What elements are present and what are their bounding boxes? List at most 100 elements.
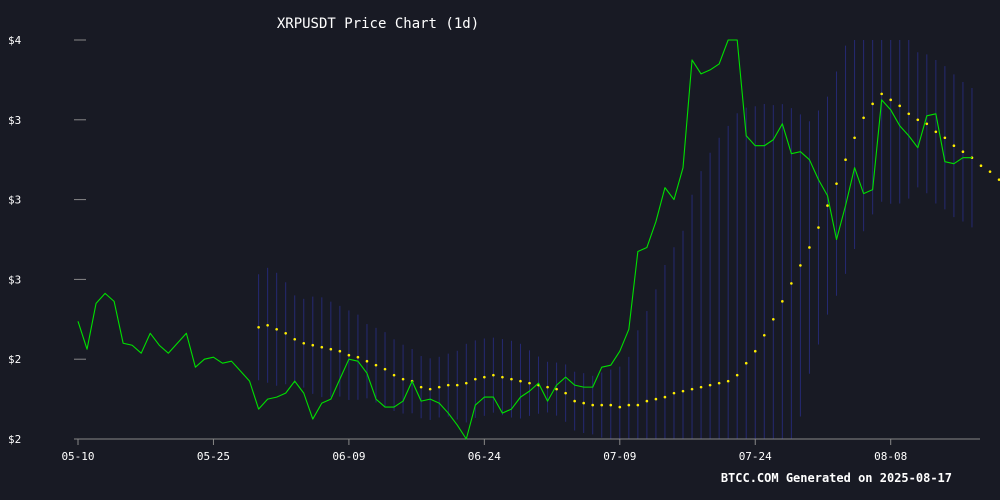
ma-short-point <box>284 331 287 335</box>
ma-short-point <box>961 150 965 154</box>
ma-short-point <box>916 118 920 122</box>
ma-short-point <box>492 373 495 377</box>
ma-short-point <box>862 116 865 120</box>
ma-short-point <box>618 405 622 409</box>
ma-short-point <box>564 391 567 395</box>
ma-short-point <box>266 323 269 327</box>
y-tick-label: $3 <box>8 114 21 127</box>
ma-short-series <box>257 92 1000 409</box>
ma-short-point <box>735 373 739 377</box>
ma-short-point <box>835 182 838 185</box>
ma-short-point <box>952 144 956 148</box>
x-tick-label: 06-24 <box>468 450 501 463</box>
ma-short-point <box>988 170 992 173</box>
ma-short-point <box>455 383 459 387</box>
ma-short-point <box>464 381 468 385</box>
ma-short-point <box>519 379 522 383</box>
ma-short-point <box>600 403 604 407</box>
ma-short-point <box>555 387 558 391</box>
ma-short-point <box>907 112 911 116</box>
ma-short-point <box>826 204 829 207</box>
ma-short-point <box>257 325 260 329</box>
ma-short-point <box>925 122 929 126</box>
ma-short-point <box>401 377 405 381</box>
ma-short-point <box>474 377 477 381</box>
ma-short-point <box>573 399 576 403</box>
x-tick-label: 05-10 <box>61 450 94 463</box>
ma-short-point <box>681 389 685 393</box>
x-tick-label: 08-08 <box>874 450 907 463</box>
ma-short-point <box>320 345 324 349</box>
x-tick-label: 07-24 <box>739 450 772 463</box>
price-series <box>77 39 972 440</box>
ma-short-point <box>690 387 694 391</box>
ma-short-point <box>790 282 793 285</box>
ma-short-point <box>356 355 360 359</box>
ma-short-point <box>808 246 811 249</box>
ma-short-point <box>943 136 947 140</box>
ma-short-point <box>437 385 441 389</box>
ma-short-point <box>663 395 667 399</box>
ma-short-point <box>753 349 757 353</box>
generated-footer: BTCC.COM Generated on 2025-08-17 <box>721 471 952 485</box>
ma-short-point <box>799 264 802 267</box>
y-tick-label: $3 <box>8 194 21 207</box>
ma-short-point <box>365 359 369 363</box>
ma-short-point <box>636 403 640 407</box>
ma-short-point <box>817 226 820 229</box>
ma-short-point <box>979 164 983 167</box>
ma-short-point <box>781 300 784 303</box>
ma-short-point <box>627 403 631 407</box>
y-tick-label: $2 <box>8 433 21 446</box>
y-tick-label: $2 <box>8 353 21 366</box>
ma-short-point <box>302 341 306 345</box>
ma-short-point <box>374 363 378 367</box>
ma-short-point <box>483 375 486 379</box>
ma-short-point <box>329 347 333 351</box>
price-line <box>77 39 972 440</box>
ma-short-point <box>699 385 703 389</box>
ma-short-point <box>383 367 387 371</box>
y-tick-label: $4 <box>8 34 22 47</box>
ma-short-point <box>997 178 1000 181</box>
ma-short-point <box>844 158 847 161</box>
x-tick-label: 06-09 <box>332 450 365 463</box>
ma-short-point <box>311 343 315 347</box>
x-axis-ticks: 05-10 05-25 06-09 06-24 07-09 07-24 08-08 <box>61 439 907 463</box>
ma-short-point <box>871 102 874 106</box>
ma-short-point <box>726 379 730 383</box>
chart-title: XRPUSDT Price Chart (1d) <box>277 16 479 32</box>
ma-short-point <box>772 318 775 321</box>
ma-short-point <box>708 383 712 387</box>
ma-short-point <box>501 375 504 379</box>
ma-short-point <box>446 383 450 387</box>
ma-short-point <box>428 387 432 391</box>
ma-short-point <box>672 391 676 395</box>
ma-short-point <box>654 397 658 401</box>
ma-short-point <box>392 373 396 377</box>
ma-short-point <box>510 377 513 381</box>
x-tick-label: 05-25 <box>197 450 230 463</box>
ma-short-point <box>762 333 766 337</box>
volatility-bands <box>258 40 973 439</box>
ma-short-point <box>898 104 902 108</box>
ma-short-point <box>528 381 531 385</box>
ma-short-point <box>934 130 938 134</box>
ma-short-point <box>591 403 595 407</box>
ma-short-point <box>609 403 613 407</box>
y-tick-label: $3 <box>8 273 21 286</box>
ma-short-point <box>645 399 649 403</box>
ma-short-point <box>853 136 856 140</box>
ma-short-point <box>347 353 351 357</box>
ma-short-point <box>744 361 748 365</box>
ma-short-point <box>880 92 883 96</box>
y-axis-ticks: $2 $2 $3 $3 $3 $4 <box>8 34 86 446</box>
ma-short-point <box>889 98 892 102</box>
ma-short-point <box>419 385 423 389</box>
x-tick-label: 07-09 <box>603 450 636 463</box>
ma-short-point <box>293 337 297 341</box>
ma-short-point <box>582 401 585 405</box>
ma-short-point <box>275 327 278 331</box>
